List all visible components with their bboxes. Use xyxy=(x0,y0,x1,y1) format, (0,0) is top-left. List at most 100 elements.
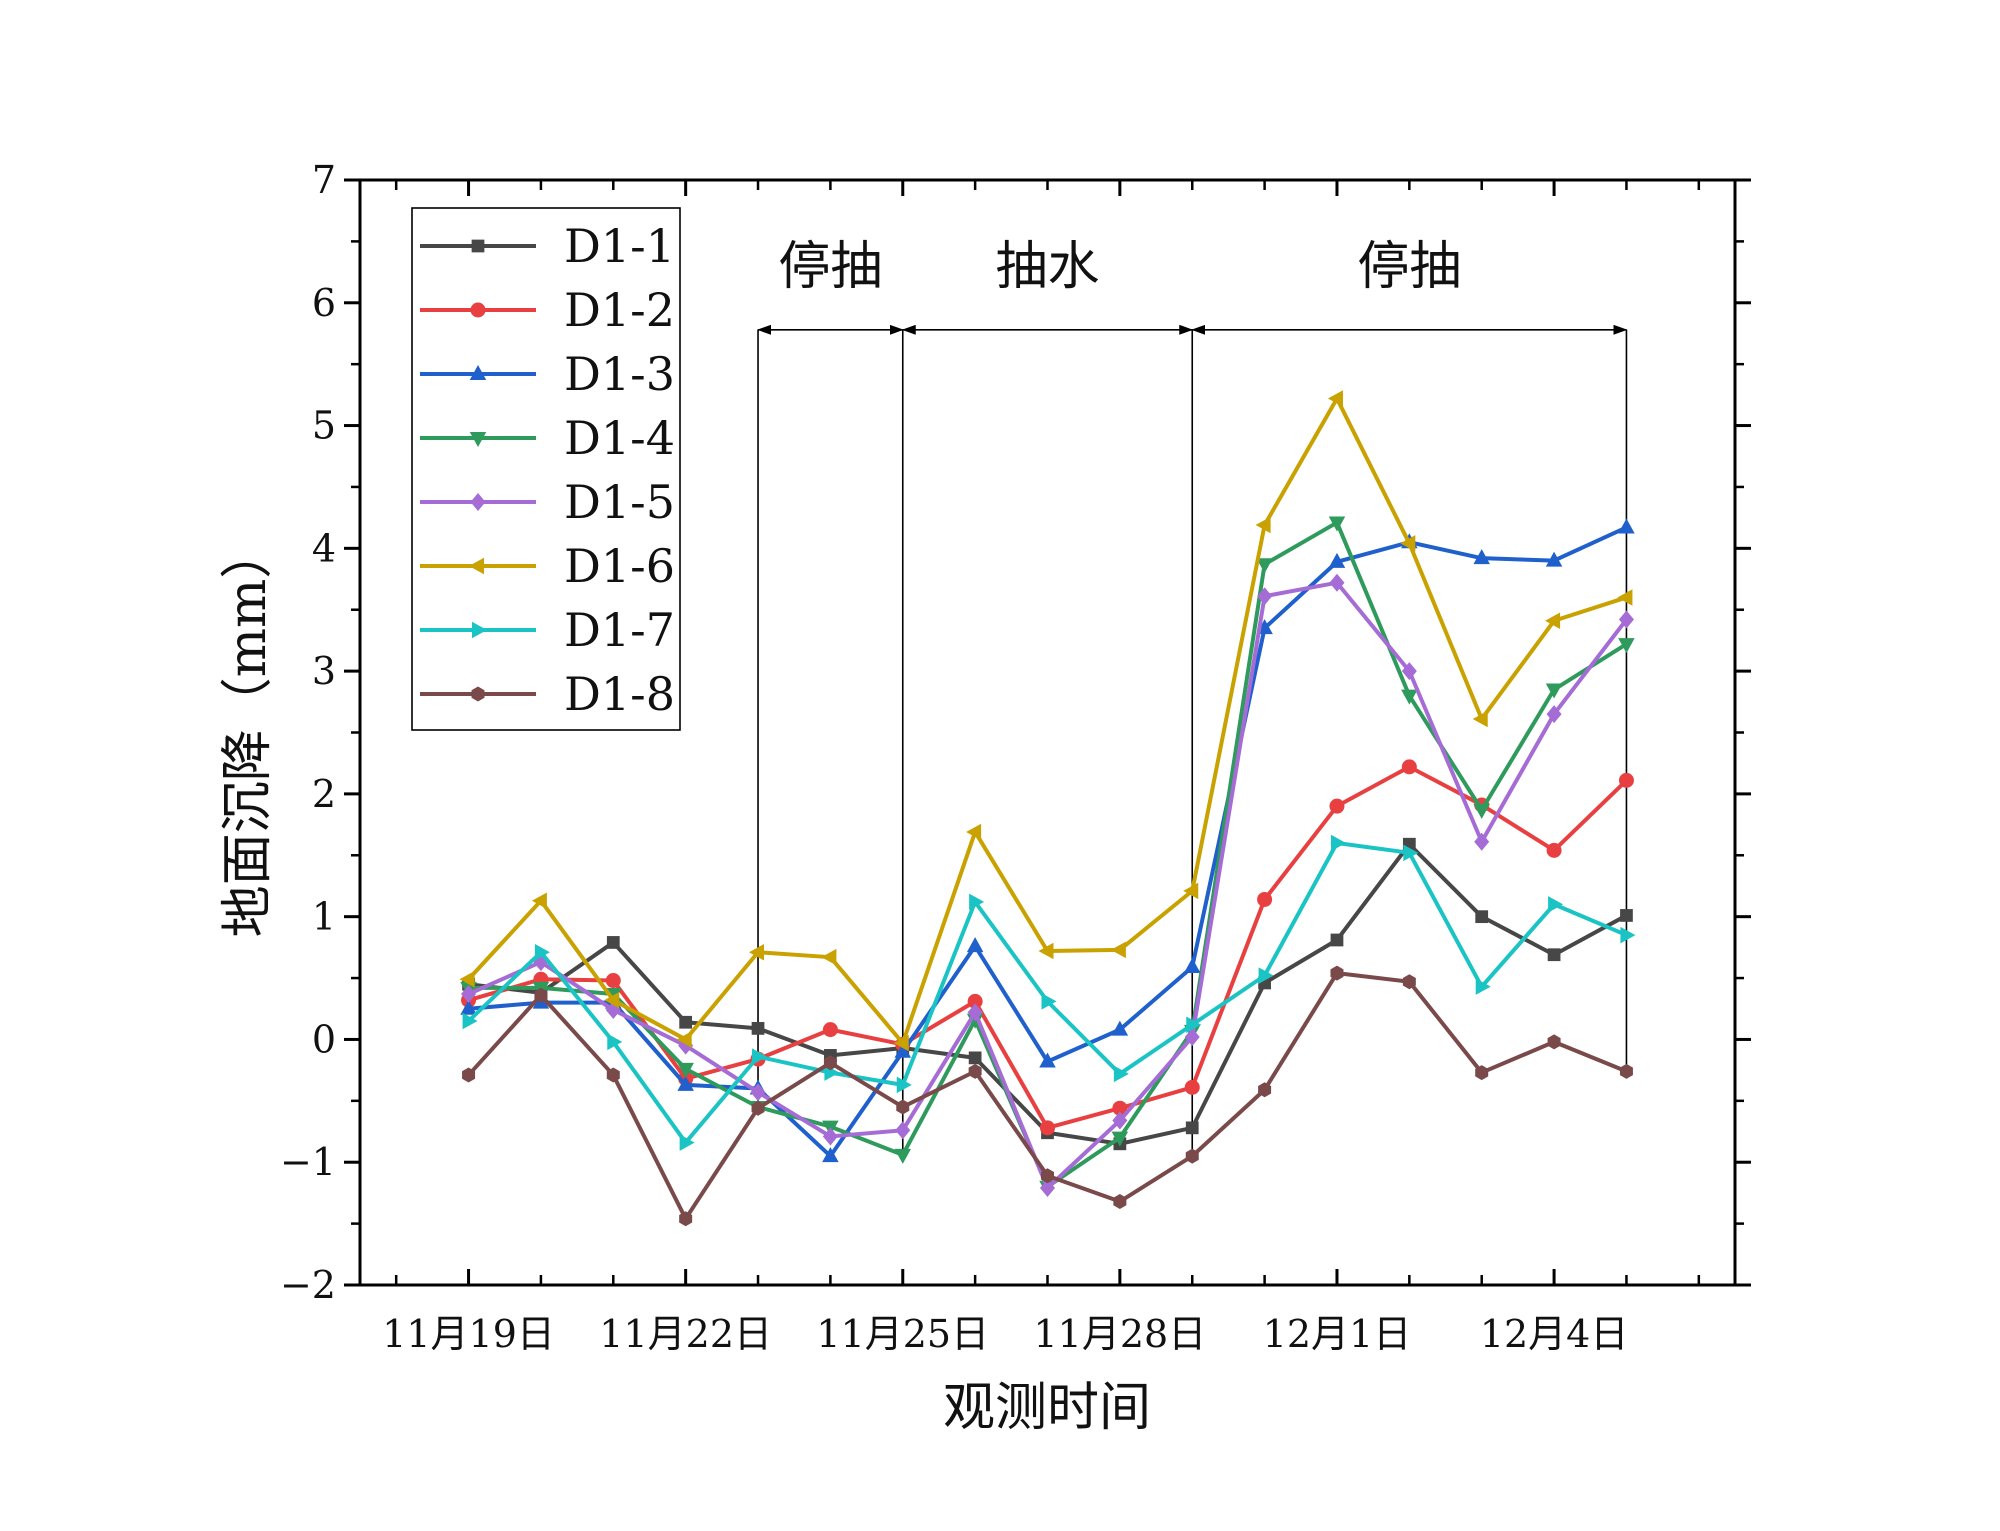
data-point xyxy=(1330,933,1344,947)
data-point xyxy=(1327,390,1343,407)
data-point xyxy=(968,1051,982,1065)
data-point xyxy=(677,1062,694,1078)
data-point xyxy=(895,1121,911,1140)
data-point xyxy=(1257,587,1273,606)
data-point xyxy=(1475,978,1491,995)
data-point xyxy=(1546,705,1562,724)
legend-item: D1-2 xyxy=(420,283,675,337)
series-D1-6 xyxy=(459,390,1633,1052)
x-tick-label: 12月4日 xyxy=(1480,1312,1629,1356)
data-point xyxy=(750,1083,766,1102)
legend-marker xyxy=(469,365,487,380)
data-point xyxy=(1183,882,1199,900)
phase-label: 停抽 xyxy=(1357,237,1461,297)
data-point xyxy=(966,823,982,841)
data-point xyxy=(1255,516,1271,534)
data-point xyxy=(531,892,547,909)
legend-item: D1-1 xyxy=(420,219,675,273)
data-point xyxy=(1328,516,1346,532)
phase-label: 停抽 xyxy=(778,237,882,297)
data-point xyxy=(462,1067,476,1083)
data-point xyxy=(460,999,477,1015)
data-point xyxy=(679,1134,695,1151)
series-D1-8 xyxy=(462,965,1633,1227)
y-tick-label: −2 xyxy=(280,1263,336,1307)
x-tick-label: 11月19日 xyxy=(382,1312,555,1356)
data-point xyxy=(968,1063,982,1079)
data-point xyxy=(1620,926,1636,944)
data-point xyxy=(607,1033,623,1051)
data-point xyxy=(1329,798,1345,814)
series-D1-5 xyxy=(461,573,1634,1198)
data-point xyxy=(822,1022,838,1038)
phase-label: 抽水 xyxy=(995,237,1099,297)
data-point xyxy=(1328,552,1346,568)
legend-marker xyxy=(469,557,484,575)
data-point xyxy=(967,1003,983,1022)
data-point xyxy=(1113,1065,1129,1083)
legend-label: D1-1 xyxy=(564,219,675,273)
data-point xyxy=(1618,518,1635,534)
data-point xyxy=(822,1147,839,1163)
data-point xyxy=(606,1067,620,1083)
data-point xyxy=(896,1099,910,1115)
x-axis-title: 观测时间 xyxy=(943,1378,1151,1438)
data-point xyxy=(1258,1082,1272,1098)
data-point xyxy=(1472,710,1488,728)
legend-item: D1-4 xyxy=(420,411,675,465)
data-point xyxy=(1184,1027,1200,1046)
data-point xyxy=(1256,558,1273,574)
y-tick-label: 1 xyxy=(312,895,336,939)
data-point xyxy=(1473,803,1490,819)
data-point xyxy=(679,1015,693,1029)
data-point xyxy=(534,944,550,961)
y-tick-label: −1 xyxy=(280,1140,336,1184)
data-point xyxy=(894,1148,912,1164)
data-point xyxy=(1545,612,1561,630)
series-layer xyxy=(459,390,1636,1227)
data-point xyxy=(1617,589,1633,606)
legend-item: D1-3 xyxy=(420,347,675,401)
data-point xyxy=(969,893,985,911)
data-point xyxy=(751,1100,765,1116)
legend-label: D1-6 xyxy=(564,539,675,593)
data-point xyxy=(1619,1063,1633,1079)
data-point xyxy=(1257,891,1273,907)
data-point xyxy=(677,1075,694,1091)
legend-marker xyxy=(469,432,487,447)
data-point xyxy=(1111,1020,1129,1036)
data-point xyxy=(1185,1121,1199,1135)
legend-label: D1-4 xyxy=(564,411,675,465)
legend-marker xyxy=(470,302,486,318)
legend-marker xyxy=(471,686,485,702)
data-point xyxy=(1545,683,1563,699)
x-axis: 11月19日 11月22日 11月25日 11月28日 12月1日 12月4日 xyxy=(382,180,1701,1356)
legend-label: D1-8 xyxy=(564,667,675,721)
legend-label: D1-5 xyxy=(564,475,675,529)
y-tick-label: 3 xyxy=(312,649,336,693)
legend-frame xyxy=(411,207,681,731)
data-point xyxy=(1547,948,1561,962)
legend-item: D1-8 xyxy=(420,667,675,721)
y-tick-label: 7 xyxy=(312,158,336,202)
phase-annotations: 停抽 抽水 停抽 xyxy=(757,237,1628,1157)
y-tick-label: 0 xyxy=(312,1017,336,1061)
data-point xyxy=(1473,549,1490,565)
legend-item: D1-7 xyxy=(420,603,675,657)
data-point xyxy=(1401,689,1418,705)
legend-label: D1-7 xyxy=(564,603,675,657)
data-point xyxy=(1041,993,1057,1010)
y-tick-label: 6 xyxy=(312,281,336,325)
data-point xyxy=(1402,974,1416,990)
data-point xyxy=(1474,832,1490,851)
data-point xyxy=(1618,772,1634,788)
data-point xyxy=(461,985,477,1004)
data-point xyxy=(1330,834,1346,852)
data-point xyxy=(1041,1168,1054,1184)
x-tick-label: 12月1日 xyxy=(1263,1312,1412,1356)
data-point xyxy=(1040,1120,1055,1136)
legend-marker xyxy=(470,493,486,511)
data-point xyxy=(1112,1100,1128,1116)
legend-marker xyxy=(471,239,485,253)
